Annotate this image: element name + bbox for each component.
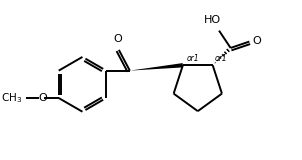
Polygon shape [130,63,183,71]
Text: or1: or1 [215,54,228,63]
Text: or1: or1 [186,54,199,63]
Text: O: O [253,36,262,46]
Text: HO: HO [204,15,221,25]
Text: CH$_3$: CH$_3$ [1,91,22,105]
Text: O: O [113,33,122,44]
Text: O: O [38,93,47,103]
